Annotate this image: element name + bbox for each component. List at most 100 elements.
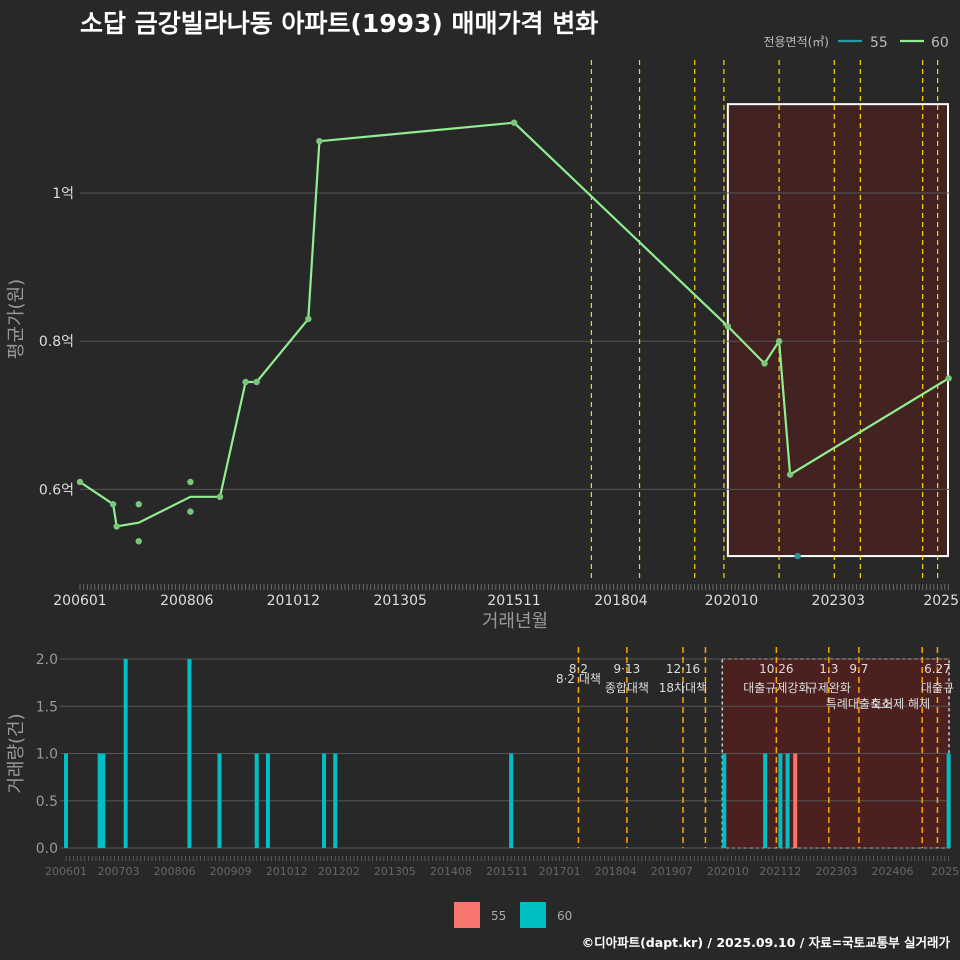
x-tick-label: 202010 bbox=[705, 593, 758, 609]
x-tick-label: 200601 bbox=[53, 593, 106, 609]
policy-date-label: 9.7 bbox=[849, 662, 868, 676]
x-tick-label: 200601 bbox=[45, 865, 87, 878]
policy-date-label: 1.3 bbox=[819, 662, 838, 676]
x-tick-label: 201202 bbox=[318, 865, 360, 878]
data-point bbox=[794, 552, 801, 560]
y-tick-label: 0.5 bbox=[36, 794, 58, 810]
policy-name-label: 규제완화 bbox=[807, 681, 851, 695]
x-tick-label: 202303 bbox=[812, 593, 865, 609]
policy-name-label: 종합대책 bbox=[605, 680, 649, 695]
data-point bbox=[510, 119, 518, 126]
y-axis-title: 거래량(건) bbox=[6, 713, 27, 793]
x-tick-label: 201701 bbox=[539, 865, 581, 878]
policy-name-label: 토허제 해제 bbox=[871, 697, 930, 711]
price-panel: 0.6억 0.8억 1억 200601 200806 201012 201305 201511… bbox=[6, 35, 959, 632]
x-tick-label: 202303 bbox=[815, 865, 857, 878]
x-tick-label: 202112 bbox=[759, 865, 801, 878]
data-point bbox=[775, 338, 783, 345]
legend-swatch-60 bbox=[520, 902, 546, 928]
policy-date-label: 10.26 bbox=[759, 662, 793, 676]
x-tick-label: 201305 bbox=[373, 593, 426, 609]
bar-60 bbox=[64, 753, 68, 848]
policy-name-label: 8·2 대책 bbox=[556, 671, 601, 686]
x-tick-label: 201804 bbox=[595, 865, 637, 878]
policy-date-label: 12·16 bbox=[666, 662, 700, 676]
chart-title: 소답 금강빌라나동 아파트(1993) 매매가격 변화 bbox=[80, 9, 599, 38]
data-point bbox=[253, 378, 260, 386]
policy-name-label: 특례대출축소 bbox=[826, 697, 892, 711]
source-credit: ©디아파트(dapt.kr) / 2025.09.10 / 자료=국토교통부 실… bbox=[581, 935, 950, 950]
bar-60 bbox=[123, 659, 128, 848]
x-tick-label: 200806 bbox=[154, 865, 196, 878]
bar-60 bbox=[97, 753, 102, 848]
data-point bbox=[786, 471, 794, 478]
bar-60 bbox=[722, 753, 727, 848]
x-tick-label: 20250 bbox=[931, 865, 960, 878]
data-point bbox=[187, 478, 194, 486]
y-axis-title: 평균가(원) bbox=[6, 279, 27, 359]
data-point bbox=[216, 493, 224, 501]
data-point bbox=[945, 375, 952, 382]
bar-60 bbox=[785, 753, 790, 848]
data-point bbox=[305, 315, 312, 323]
data-point bbox=[135, 501, 142, 508]
y-tick-label: 0.8억 bbox=[39, 334, 74, 350]
x-tick-label: 201511 bbox=[486, 865, 528, 878]
bar-60 bbox=[254, 753, 259, 848]
data-point bbox=[187, 508, 194, 515]
policy-date-label: 6.27 bbox=[924, 662, 951, 676]
policy-name-label: 18차대책 bbox=[659, 680, 707, 695]
x-tick-label: 202406 bbox=[872, 865, 914, 878]
data-point bbox=[242, 378, 249, 386]
legend-title: 전용면적(㎡) bbox=[763, 35, 829, 49]
y-tick-label: 0.0 bbox=[36, 841, 58, 857]
x-tick-label: 200806 bbox=[160, 593, 214, 609]
legend-swatch-55 bbox=[454, 902, 480, 928]
y-tick-label: 1억 bbox=[52, 186, 74, 202]
x-tick-label: 201511 bbox=[487, 593, 540, 609]
bar-60 bbox=[946, 753, 951, 848]
policy-date-label: 9·13 bbox=[614, 662, 641, 676]
x-axis-title: 거래년월 bbox=[482, 611, 548, 632]
x-tick-label: 200909 bbox=[210, 865, 252, 878]
x-tick-label: 201012 bbox=[267, 593, 320, 609]
x-tick-label: 201804 bbox=[594, 593, 648, 609]
bar-60 bbox=[778, 753, 783, 848]
bar-60 bbox=[101, 753, 106, 848]
x-tick-label: 2025 bbox=[923, 593, 959, 609]
volume-panel: 0.0 0.5 1.0 1.5 2.0 8·28·2 대책 9·13 종합대책 12·16 18차… bbox=[6, 647, 960, 928]
x-tick-label: 201907 bbox=[651, 865, 693, 878]
x-tick-label: 202010 bbox=[707, 865, 749, 878]
data-point bbox=[76, 478, 84, 486]
data-point bbox=[761, 360, 768, 367]
bar-60 bbox=[322, 753, 327, 848]
bar-60 bbox=[333, 753, 338, 848]
x-tick-label: 201305 bbox=[374, 865, 416, 878]
y-tick-label: 2.0 bbox=[36, 652, 58, 668]
y-tick-label: 1.0 bbox=[36, 747, 58, 763]
x-tick-label: 201012 bbox=[266, 865, 308, 878]
policy-date-label: 8·2 bbox=[569, 662, 588, 676]
bar-60 bbox=[265, 753, 270, 848]
x-tick-label: 201408 bbox=[430, 865, 472, 878]
x-tick-label: 200703 bbox=[98, 865, 140, 878]
policy-name-label: 대출규제강화 bbox=[743, 681, 809, 695]
data-point bbox=[113, 523, 120, 530]
legend-label: 55 bbox=[870, 35, 888, 51]
data-point bbox=[135, 538, 142, 545]
bar-55 bbox=[793, 753, 798, 848]
legend-label: 60 bbox=[931, 35, 949, 51]
bar-60 bbox=[763, 753, 768, 848]
y-tick-label: 1.5 bbox=[36, 699, 58, 715]
data-point bbox=[316, 137, 323, 145]
data-point bbox=[724, 323, 732, 330]
y-tick-label: 0.6억 bbox=[39, 482, 74, 498]
data-point bbox=[109, 501, 117, 508]
policy-name-label: 대출규 bbox=[921, 681, 954, 695]
highlight-region bbox=[726, 103, 949, 558]
bar-60 bbox=[509, 753, 514, 848]
bar-60 bbox=[217, 753, 222, 848]
series-line-60 bbox=[79, 121, 950, 528]
legend-label: 55 bbox=[491, 909, 506, 923]
